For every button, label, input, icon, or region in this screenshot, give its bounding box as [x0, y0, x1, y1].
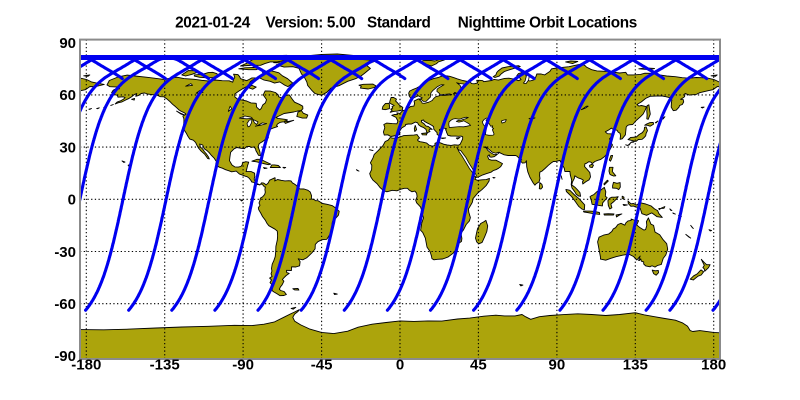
svg-text:0: 0	[68, 192, 76, 209]
svg-text:-135: -135	[150, 357, 180, 374]
svg-text:-30: -30	[54, 244, 76, 261]
svg-text:-180: -180	[71, 357, 101, 374]
svg-text:-60: -60	[54, 296, 76, 313]
svg-text:-90: -90	[232, 357, 254, 374]
svg-text:30: 30	[59, 139, 76, 156]
svg-text:-45: -45	[311, 357, 333, 374]
svg-text:-90: -90	[54, 348, 76, 365]
svg-text:60: 60	[59, 87, 76, 104]
svg-text:2021-01-24 Version: 5.00: 2021-01-24 Version: 5.00 Standard Nightt…	[175, 14, 637, 31]
svg-text:180: 180	[701, 357, 726, 374]
svg-text:45: 45	[470, 357, 487, 374]
svg-text:90: 90	[549, 357, 566, 374]
svg-text:90: 90	[59, 35, 76, 52]
svg-text:0: 0	[396, 357, 404, 374]
svg-text:135: 135	[623, 357, 648, 374]
